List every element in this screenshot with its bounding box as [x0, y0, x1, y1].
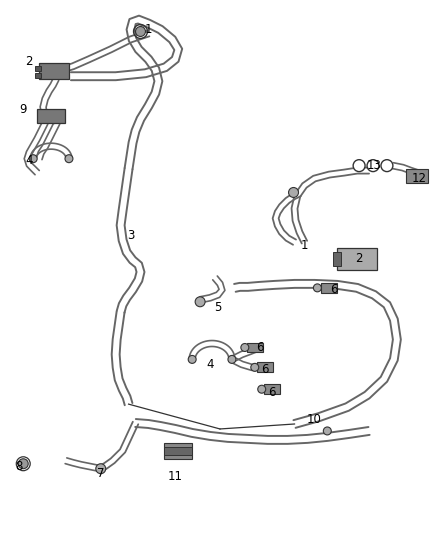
Circle shape	[135, 27, 145, 36]
Circle shape	[258, 385, 266, 393]
Text: 1: 1	[145, 23, 152, 36]
Bar	[406, 168, 427, 182]
Text: 11: 11	[168, 470, 183, 483]
Circle shape	[353, 160, 365, 172]
Text: 4: 4	[25, 154, 33, 167]
Text: 9: 9	[20, 102, 27, 116]
Text: 3: 3	[127, 229, 134, 241]
Text: 6: 6	[331, 284, 338, 296]
Text: 1: 1	[301, 239, 308, 252]
Bar	[333, 252, 341, 266]
Circle shape	[289, 188, 298, 197]
Circle shape	[314, 284, 321, 292]
Bar	[321, 283, 337, 293]
Bar	[39, 63, 69, 79]
Circle shape	[195, 297, 205, 307]
Text: 4: 4	[206, 358, 214, 371]
Text: 6: 6	[261, 363, 268, 376]
Bar	[257, 362, 273, 373]
Circle shape	[29, 155, 37, 163]
Text: 5: 5	[214, 301, 222, 314]
Circle shape	[241, 343, 249, 351]
Bar	[247, 343, 263, 352]
Circle shape	[323, 427, 331, 435]
Circle shape	[188, 356, 196, 364]
Circle shape	[65, 155, 73, 163]
Text: 2: 2	[25, 55, 33, 68]
Bar	[37, 109, 65, 123]
Circle shape	[381, 160, 393, 172]
Text: 2: 2	[355, 252, 363, 264]
Text: 13: 13	[367, 159, 381, 172]
Text: 12: 12	[411, 172, 426, 185]
Circle shape	[18, 459, 28, 469]
Circle shape	[251, 364, 259, 372]
Bar	[35, 73, 41, 78]
Text: 10: 10	[307, 413, 322, 425]
Bar	[164, 447, 192, 455]
Bar	[337, 248, 377, 270]
Bar	[164, 443, 192, 459]
Text: 6: 6	[256, 341, 264, 354]
Text: 7: 7	[97, 467, 105, 480]
Circle shape	[367, 160, 379, 172]
Text: 6: 6	[268, 386, 276, 399]
Circle shape	[96, 464, 106, 474]
Circle shape	[228, 356, 236, 364]
Bar	[264, 384, 279, 394]
Text: 8: 8	[16, 460, 23, 473]
Bar	[35, 66, 41, 71]
